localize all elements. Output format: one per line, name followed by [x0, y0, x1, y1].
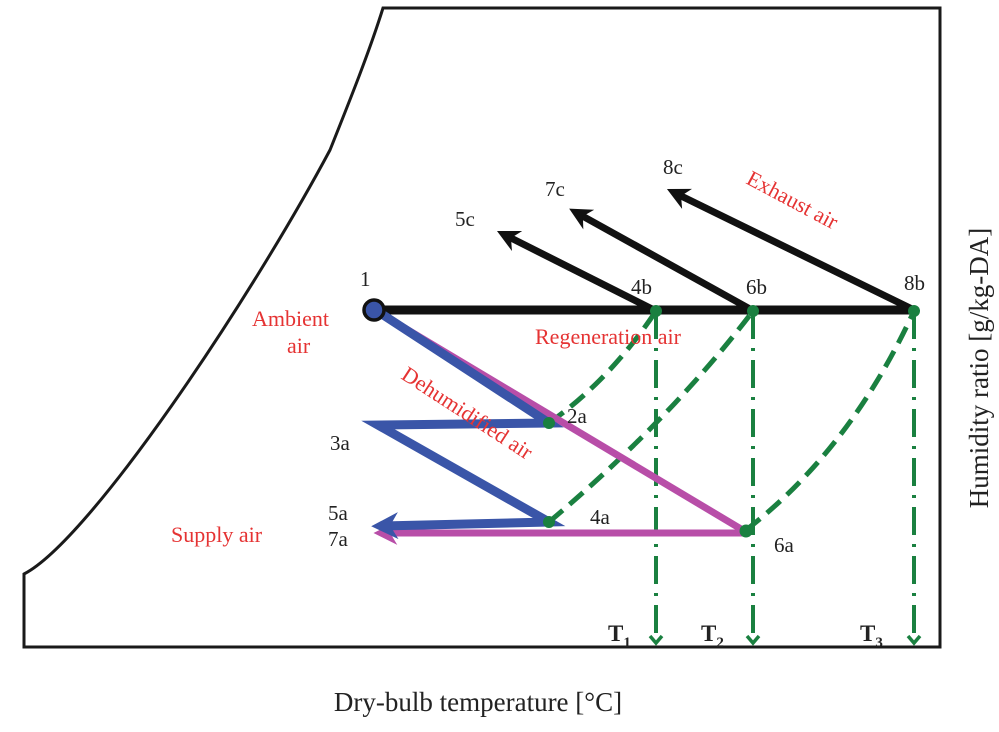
label-t2: T2: [701, 621, 724, 651]
annotation-supply: Supply air: [171, 522, 263, 547]
label-4a: 4a: [590, 505, 611, 529]
annotation-ambient-2: air: [287, 333, 311, 358]
label-7a: 7a: [328, 527, 349, 551]
label-3a: 3a: [330, 431, 351, 455]
green-point-markers: [543, 305, 920, 538]
annotation-exhaust: Exhaust air: [743, 165, 843, 234]
label-2a: 2a: [567, 404, 588, 428]
label-t1: T1: [608, 621, 631, 651]
label-8c: 8c: [663, 155, 683, 179]
label-7c: 7c: [545, 177, 565, 201]
label-6b: 6b: [746, 275, 767, 299]
y-axis-label: Humidity ratio [g/kg-DA]: [964, 228, 994, 508]
label-1: 1: [360, 267, 371, 291]
label-t3: T3: [860, 621, 883, 651]
label-5c: 5c: [455, 207, 475, 231]
regeneration-curves: [547, 309, 917, 532]
exhaust-arrows: [496, 188, 914, 313]
label-5a: 5a: [328, 501, 349, 525]
annotation-regeneration: Regeneration air: [535, 324, 682, 349]
temperature-drop-lines: [654, 311, 916, 636]
label-8b: 8b: [904, 271, 925, 295]
chart-outline: [22, 6, 942, 649]
annotation-ambient-1: Ambient: [252, 306, 329, 331]
point-1-marker: [362, 298, 386, 322]
label-6a: 6a: [774, 533, 795, 557]
drop-arrowheads: [648, 634, 922, 646]
x-axis-label: Dry-bulb temperature [°C]: [334, 687, 622, 717]
label-4b: 4b: [631, 275, 652, 299]
supply-blue-line: [361, 305, 566, 540]
